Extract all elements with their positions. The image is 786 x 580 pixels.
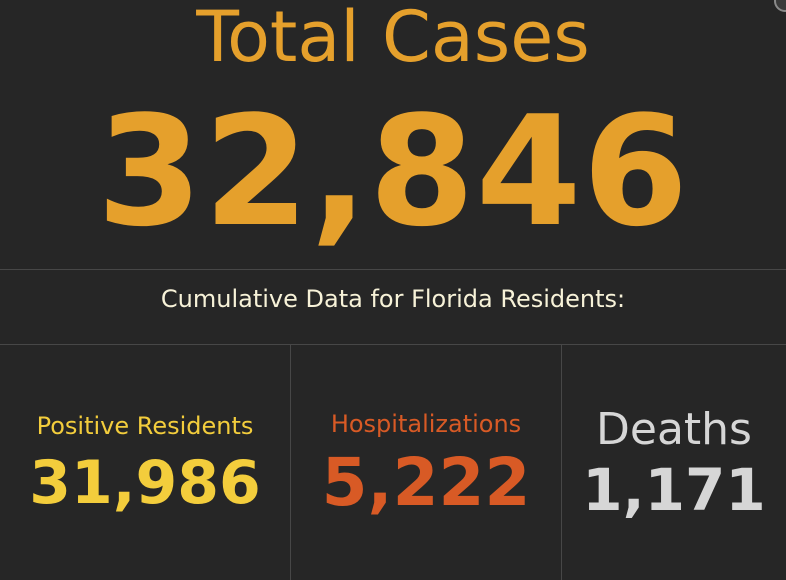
total-cases-title: Total Cases (196, 0, 590, 78)
total-cases-value: 32,846 (96, 83, 690, 260)
cumulative-data-panel: Cumulative Data for Florida Residents: (0, 270, 786, 345)
hospitalizations-card: Hospitalizations 5,222 (291, 345, 562, 580)
hospitalizations-label: Hospitalizations (330, 410, 522, 438)
positive-residents-card: Positive Residents 31,986 (0, 345, 291, 580)
deaths-value: 1,171 (582, 456, 766, 524)
deaths-card: Deaths 1,171 (562, 345, 786, 580)
corner-circle-icon (774, 0, 786, 12)
cumulative-data-subtitle: Cumulative Data for Florida Residents: (160, 285, 626, 313)
positive-residents-value: 31,986 (29, 448, 261, 518)
stats-row: Positive Residents 31,986 Hospitalizatio… (0, 345, 786, 580)
total-cases-panel: Total Cases 32,846 (0, 0, 786, 270)
hospitalizations-value: 5,222 (321, 444, 531, 521)
deaths-label: Deaths (596, 404, 752, 455)
positive-residents-label: Positive Residents (36, 412, 254, 440)
